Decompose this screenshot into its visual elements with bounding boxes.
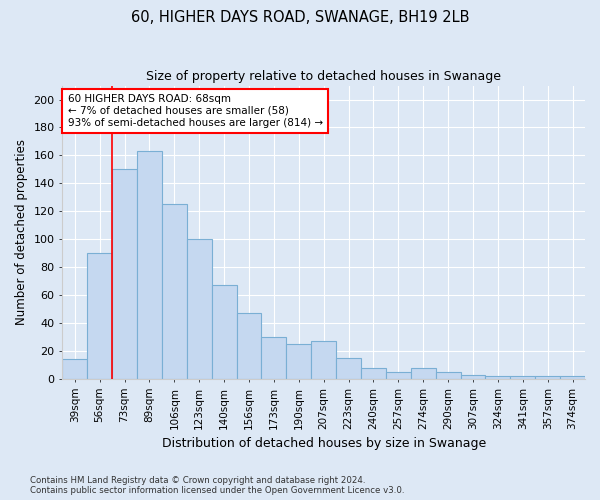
- Bar: [411, 368, 436, 379]
- Bar: [62, 360, 87, 379]
- Text: 60 HIGHER DAYS ROAD: 68sqm
← 7% of detached houses are smaller (58)
93% of semi-: 60 HIGHER DAYS ROAD: 68sqm ← 7% of detac…: [68, 94, 323, 128]
- Bar: [336, 358, 361, 379]
- Text: 60, HIGHER DAYS ROAD, SWANAGE, BH19 2LB: 60, HIGHER DAYS ROAD, SWANAGE, BH19 2LB: [131, 10, 469, 25]
- Bar: [87, 253, 112, 379]
- Bar: [187, 239, 212, 379]
- Bar: [236, 313, 262, 379]
- Bar: [361, 368, 386, 379]
- Bar: [137, 151, 162, 379]
- Bar: [560, 376, 585, 379]
- Bar: [436, 372, 461, 379]
- Bar: [262, 337, 286, 379]
- Bar: [535, 376, 560, 379]
- Title: Size of property relative to detached houses in Swanage: Size of property relative to detached ho…: [146, 70, 501, 83]
- Bar: [311, 341, 336, 379]
- Bar: [461, 374, 485, 379]
- Bar: [286, 344, 311, 379]
- Y-axis label: Number of detached properties: Number of detached properties: [15, 139, 28, 325]
- Bar: [511, 376, 535, 379]
- Text: Contains HM Land Registry data © Crown copyright and database right 2024.
Contai: Contains HM Land Registry data © Crown c…: [30, 476, 404, 495]
- Bar: [162, 204, 187, 379]
- X-axis label: Distribution of detached houses by size in Swanage: Distribution of detached houses by size …: [161, 437, 486, 450]
- Bar: [386, 372, 411, 379]
- Bar: [485, 376, 511, 379]
- Bar: [112, 170, 137, 379]
- Bar: [212, 286, 236, 379]
